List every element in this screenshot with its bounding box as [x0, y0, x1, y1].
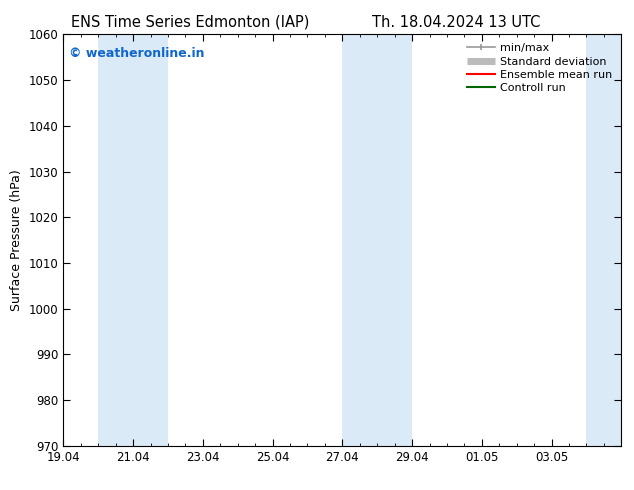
- Bar: [586, 34, 621, 446]
- Bar: [342, 34, 412, 446]
- Bar: [98, 34, 168, 446]
- Text: Th. 18.04.2024 13 UTC: Th. 18.04.2024 13 UTC: [372, 15, 541, 30]
- Text: ENS Time Series Edmonton (IAP): ENS Time Series Edmonton (IAP): [71, 15, 309, 30]
- Text: © weatheronline.in: © weatheronline.in: [69, 47, 205, 60]
- Y-axis label: Surface Pressure (hPa): Surface Pressure (hPa): [10, 169, 23, 311]
- Legend: min/max, Standard deviation, Ensemble mean run, Controll run: min/max, Standard deviation, Ensemble me…: [463, 40, 616, 97]
